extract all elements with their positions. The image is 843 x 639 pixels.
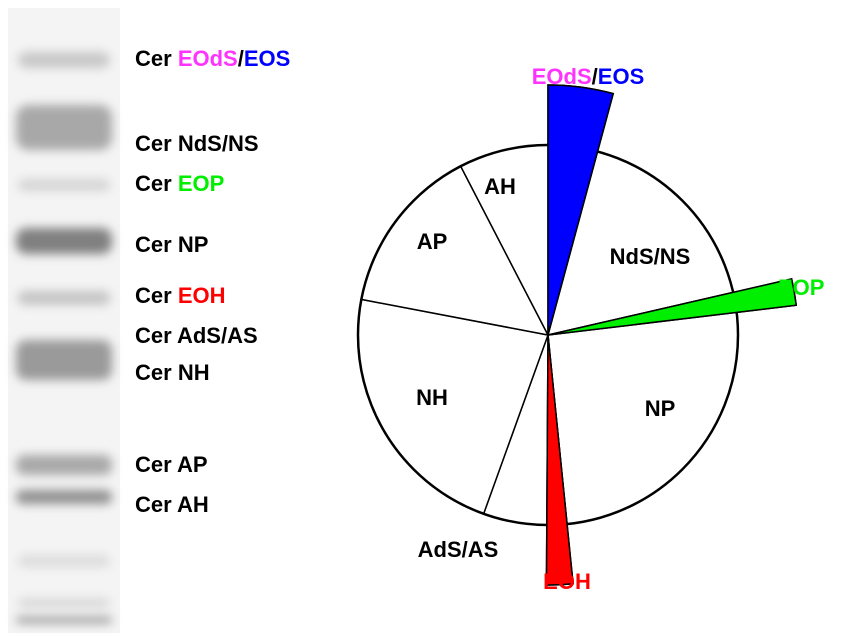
band: [16, 340, 112, 380]
slice-label: AP: [417, 229, 448, 254]
slice-label: EOdS/EOS: [532, 64, 645, 89]
lane-label: Cer AP: [135, 452, 208, 477]
band: [16, 455, 112, 475]
band: [18, 555, 110, 567]
lane-label: Cer AH: [135, 492, 209, 517]
slice-label: NH: [416, 385, 448, 410]
band: [16, 617, 112, 623]
exploded-slice: [545, 334, 574, 586]
band: [16, 228, 112, 254]
lane-label: Cer NP: [135, 232, 208, 257]
exploded-slice: [547, 84, 615, 336]
band: [18, 291, 110, 305]
tlc-lane: [8, 8, 120, 633]
slice-label: NdS/NS: [610, 244, 691, 269]
lane-label: Cer EOP: [135, 171, 224, 196]
lane-label: Cer EOH: [135, 283, 226, 308]
band: [16, 490, 112, 504]
lane-background: [8, 8, 120, 633]
slice-label: AdS/AS: [418, 537, 499, 562]
lane-label: Cer AdS/AS: [135, 323, 258, 348]
band: [18, 52, 110, 68]
slice-label: EOH: [543, 569, 591, 594]
slice-label: EOP: [778, 275, 824, 300]
slice-label: NP: [645, 396, 676, 421]
band: [18, 179, 110, 191]
slice-label: AH: [484, 174, 516, 199]
lane-label: Cer EOdS/EOS: [135, 46, 290, 71]
band: [16, 105, 112, 150]
pie: [356, 84, 798, 586]
pie-slice: [547, 311, 739, 525]
lane-bands: [16, 52, 112, 623]
band: [18, 598, 110, 608]
exploded-slice: [547, 278, 798, 336]
lane-label: Cer NdS/NS: [135, 131, 259, 156]
lane-label: Cer NH: [135, 360, 210, 385]
